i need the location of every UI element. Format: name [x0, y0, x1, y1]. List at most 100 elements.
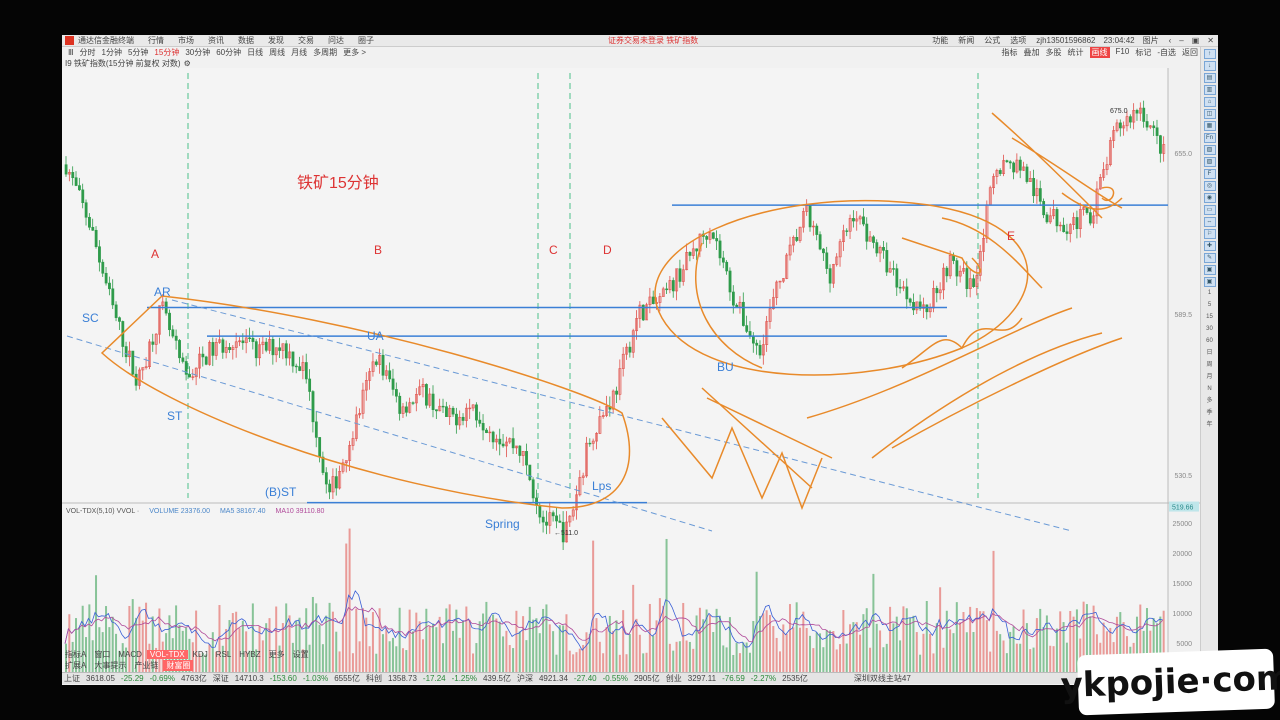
- volume-bar: [1145, 608, 1148, 673]
- indicator-tab[interactable]: 指标A: [65, 649, 87, 659]
- index-name[interactable]: 上证: [64, 674, 80, 683]
- chart-tool-button[interactable]: 画线: [1089, 47, 1110, 58]
- volume-bar: [865, 608, 868, 673]
- sidebar-tool-icon[interactable]: 60: [1206, 338, 1213, 344]
- index-name[interactable]: 科创: [365, 674, 382, 683]
- period-tab[interactable]: 30分钟: [185, 48, 211, 57]
- volume-bar: [825, 629, 828, 673]
- menu-item[interactable]: 交易: [298, 36, 314, 45]
- sidebar-tool-icon[interactable]: F: [1203, 169, 1216, 179]
- close-icon[interactable]: ✕: [1207, 36, 1214, 45]
- period-tab[interactable]: 多周期: [313, 48, 338, 57]
- indicator-tab[interactable]: MACD: [118, 649, 142, 659]
- sidebar-tool-icon[interactable]: 月: [1206, 374, 1213, 380]
- chart-tool-button[interactable]: F10: [1115, 47, 1130, 56]
- period-tab[interactable]: 1分钟: [101, 48, 122, 57]
- sidebar-tool-icon[interactable]: ↑: [1203, 49, 1216, 59]
- sidebar-tool-icon[interactable]: 30: [1206, 326, 1213, 332]
- price-chart[interactable]: 655.0 589.5 530.5 519.66 VOL-TDX(5,10) VVOL …: [62, 68, 1218, 678]
- indicator-tab[interactable]: RSL: [215, 649, 232, 659]
- sidebar-tool-icon[interactable]: 5: [1207, 302, 1212, 308]
- indicator-tab[interactable]: 产业链: [134, 660, 159, 670]
- sidebar-tool-icon[interactable]: ▣: [1203, 277, 1216, 287]
- sidebar-tool-icon[interactable]: ◎: [1203, 181, 1216, 191]
- indicator-tab[interactable]: 扩展A: [65, 660, 87, 670]
- sidebar-tool-icon[interactable]: 日: [1206, 350, 1213, 356]
- indicator-tab[interactable]: KDJ: [192, 649, 208, 659]
- period-tab[interactable]: 5分钟: [127, 48, 149, 57]
- period-tab[interactable]: Ⅲ: [68, 48, 74, 57]
- picture-button[interactable]: 图片: [1142, 36, 1159, 45]
- menu-item[interactable]: 资讯: [208, 36, 224, 45]
- volume-indicator-name: VOL-TDX(5,10) VVOL ·: [66, 508, 139, 515]
- volume-bar: [638, 634, 641, 673]
- menu-item[interactable]: 市场: [178, 36, 194, 45]
- minimize-icon[interactable]: –: [1179, 36, 1184, 45]
- indicator-tab[interactable]: 更多: [268, 649, 285, 659]
- sidebar-tool-icon[interactable]: 1: [1207, 290, 1212, 296]
- menu-right-item[interactable]: 功能: [932, 36, 949, 45]
- server-status[interactable]: 深圳双线主站47: [853, 674, 911, 683]
- indicator-tab[interactable]: VOL-TDX: [146, 649, 188, 659]
- volume-bar: [452, 630, 455, 673]
- sidebar-tool-icon[interactable]: 15: [1206, 314, 1213, 320]
- index-name[interactable]: 沪深: [516, 674, 533, 683]
- sidebar-tool-icon[interactable]: Fn: [1203, 133, 1216, 143]
- sidebar-tool-icon[interactable]: N: [1207, 386, 1212, 392]
- menu-item[interactable]: 数据: [238, 36, 254, 45]
- sidebar-tool-icon[interactable]: ▤: [1203, 73, 1216, 83]
- chart-tool-button[interactable]: 叠加: [1023, 48, 1040, 57]
- period-tab[interactable]: 60分钟: [216, 48, 242, 57]
- menu-right-item[interactable]: 选项: [1010, 36, 1027, 45]
- indicator-tab[interactable]: 设置: [292, 649, 309, 659]
- user-id[interactable]: zjh13501596862: [1036, 36, 1096, 45]
- sidebar-tool-icon[interactable]: ▥: [1203, 85, 1216, 95]
- menu-item[interactable]: 发现: [268, 36, 284, 45]
- menu-item[interactable]: 问达: [328, 36, 344, 45]
- period-tab[interactable]: 周线: [269, 48, 286, 57]
- chart-tool-button[interactable]: 多股: [1045, 48, 1062, 57]
- indicator-tab[interactable]: HYBZ: [239, 649, 261, 659]
- sidebar-tool-icon[interactable]: 年: [1206, 422, 1213, 428]
- index-name[interactable]: 创业: [665, 674, 682, 683]
- sidebar-tool-icon[interactable]: ✚: [1203, 241, 1216, 251]
- sidebar-tool-icon[interactable]: ▣: [1203, 265, 1216, 275]
- sidebar-tool-icon[interactable]: ↓: [1203, 61, 1216, 71]
- menu-item[interactable]: 行情: [148, 36, 164, 45]
- period-tab[interactable]: 更多 >: [343, 48, 367, 57]
- index-name[interactable]: 深证: [212, 674, 229, 683]
- sidebar-tool-icon[interactable]: ▨: [1203, 157, 1216, 167]
- indicator-tab[interactable]: 大事提示: [94, 660, 127, 670]
- period-tab[interactable]: 分时: [79, 48, 96, 57]
- sidebar-tool-icon[interactable]: ⌂: [1203, 97, 1216, 107]
- sidebar-tool-icon[interactable]: ◉: [1203, 193, 1216, 203]
- sidebar-tool-icon[interactable]: ◫: [1203, 109, 1216, 119]
- candle: [601, 411, 605, 419]
- period-tab[interactable]: 月线: [291, 48, 308, 57]
- chart-tool-button[interactable]: 指标: [1001, 48, 1018, 57]
- menu-right-item[interactable]: 新闻: [958, 36, 975, 45]
- sidebar-tool-icon[interactable]: ⚐: [1203, 229, 1216, 239]
- sidebar-tool-icon[interactable]: ▦: [1203, 121, 1216, 131]
- restore-icon[interactable]: ▣: [1191, 36, 1200, 45]
- back-icon[interactable]: ‹: [1168, 36, 1172, 45]
- sidebar-tool-icon[interactable]: 季: [1206, 410, 1213, 416]
- sidebar-tool-icon[interactable]: 多: [1206, 398, 1213, 404]
- period-tab[interactable]: 日线: [247, 48, 264, 57]
- chart-tool-button[interactable]: 统计: [1067, 48, 1084, 57]
- period-tab[interactable]: 15分钟: [154, 48, 180, 57]
- sidebar-tool-icon[interactable]: ▧: [1203, 145, 1216, 155]
- chart-tool-button[interactable]: -自选: [1157, 48, 1176, 57]
- menu-right-item[interactable]: 公式: [984, 36, 1001, 45]
- sidebar-tool-icon[interactable]: 周: [1206, 362, 1213, 368]
- chart-tool-button[interactable]: 标记: [1135, 48, 1152, 57]
- sidebar-tool-icon[interactable]: ⇔: [1203, 217, 1216, 227]
- indicator-tab[interactable]: 财富圈: [163, 659, 194, 671]
- indicator-tab[interactable]: 窗口: [94, 649, 111, 659]
- candle: [611, 389, 615, 414]
- chart-tool-button[interactable]: 返回: [1182, 48, 1198, 57]
- settings-icon[interactable]: ⚙: [183, 58, 191, 68]
- sidebar-tool-icon[interactable]: ✎: [1203, 253, 1216, 263]
- sidebar-tool-icon[interactable]: ▭: [1203, 205, 1216, 215]
- menu-item[interactable]: 圈子: [358, 36, 374, 45]
